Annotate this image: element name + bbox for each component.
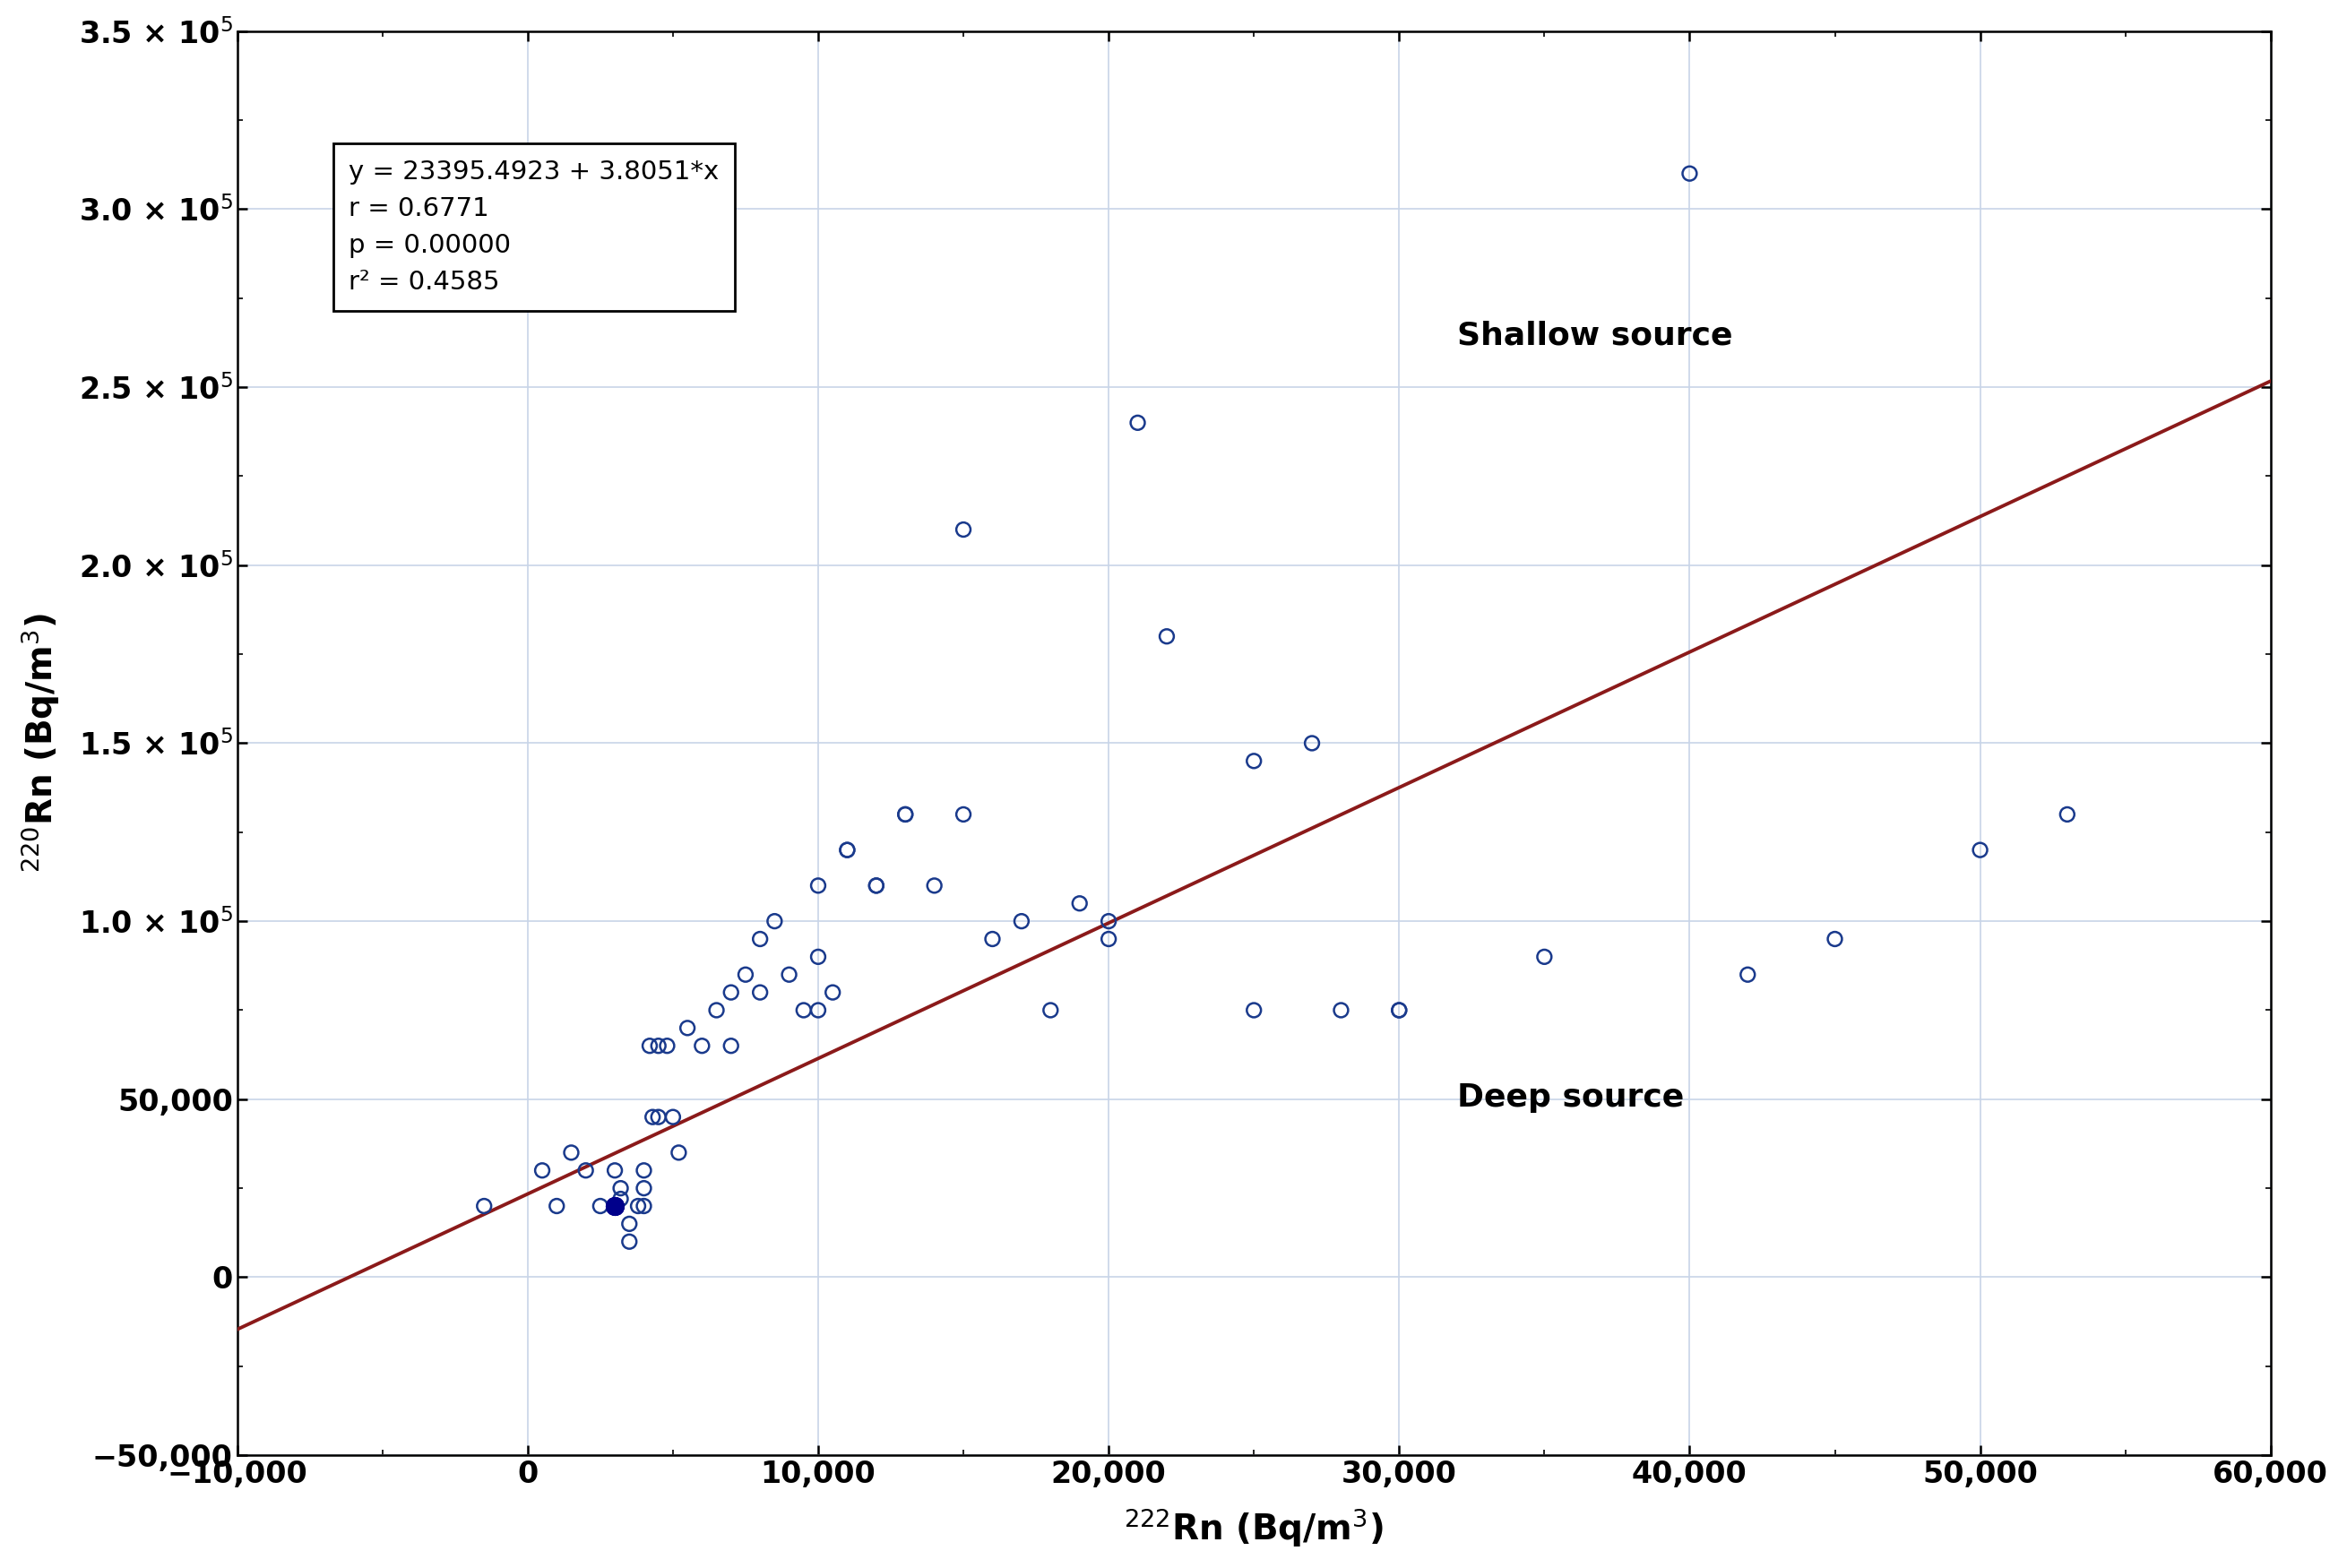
Text: Shallow source: Shallow source bbox=[1457, 320, 1732, 351]
Point bbox=[1380, 997, 1418, 1022]
Point bbox=[596, 1193, 634, 1218]
Point bbox=[1526, 944, 1563, 969]
Point bbox=[552, 1140, 589, 1165]
Point bbox=[631, 1033, 669, 1058]
Point bbox=[728, 963, 765, 988]
Point bbox=[1817, 927, 1854, 952]
Point bbox=[1148, 624, 1185, 649]
Point bbox=[1321, 997, 1359, 1022]
Point bbox=[634, 1104, 671, 1129]
Point bbox=[596, 1193, 634, 1218]
X-axis label: $^{222}$Rn (Bq/m$^{3}$): $^{222}$Rn (Bq/m$^{3}$) bbox=[1124, 1507, 1385, 1549]
Point bbox=[943, 517, 981, 543]
Point bbox=[857, 873, 894, 898]
Point bbox=[828, 837, 866, 862]
Point bbox=[1293, 731, 1331, 756]
Point bbox=[915, 873, 953, 898]
Point bbox=[1962, 837, 2000, 862]
Point bbox=[887, 801, 925, 826]
Point bbox=[683, 1033, 721, 1058]
Point bbox=[596, 1193, 634, 1218]
Point bbox=[1061, 891, 1098, 916]
Text: y = 23395.4923 + 3.8051*x
r = 0.6771
p = 0.00000
r² = 0.4585: y = 23395.4923 + 3.8051*x r = 0.6771 p =… bbox=[350, 160, 721, 295]
Point bbox=[641, 1033, 678, 1058]
Point bbox=[784, 997, 821, 1022]
Point bbox=[601, 1176, 638, 1201]
Point bbox=[537, 1193, 575, 1218]
Point bbox=[568, 1157, 606, 1182]
Point bbox=[742, 927, 779, 952]
Point bbox=[756, 909, 793, 935]
Point bbox=[887, 801, 925, 826]
Point bbox=[596, 1193, 634, 1218]
Point bbox=[596, 1157, 634, 1182]
Point bbox=[742, 980, 779, 1005]
Point bbox=[800, 944, 838, 969]
Point bbox=[582, 1193, 620, 1218]
Point bbox=[697, 997, 735, 1022]
Point bbox=[943, 801, 981, 826]
Point bbox=[800, 873, 838, 898]
Point bbox=[1671, 162, 1709, 187]
Point bbox=[711, 980, 749, 1005]
Point bbox=[2049, 801, 2086, 826]
Point bbox=[596, 1193, 634, 1218]
Point bbox=[1033, 997, 1070, 1022]
Point bbox=[828, 837, 866, 862]
Point bbox=[610, 1212, 648, 1237]
Point bbox=[610, 1229, 648, 1254]
Point bbox=[1120, 411, 1157, 436]
Point bbox=[1089, 927, 1127, 952]
Point bbox=[1380, 997, 1418, 1022]
Point bbox=[624, 1193, 662, 1218]
Point bbox=[596, 1193, 634, 1218]
Point bbox=[1730, 963, 1767, 988]
Point bbox=[624, 1176, 662, 1201]
Point bbox=[523, 1157, 561, 1182]
Point bbox=[620, 1193, 657, 1218]
Point bbox=[624, 1157, 662, 1182]
Point bbox=[601, 1187, 638, 1212]
Point bbox=[655, 1104, 692, 1129]
Point bbox=[974, 927, 1012, 952]
Point bbox=[648, 1033, 685, 1058]
Point bbox=[1089, 909, 1127, 935]
Point bbox=[641, 1104, 678, 1129]
Point bbox=[660, 1140, 697, 1165]
Point bbox=[1235, 997, 1272, 1022]
Text: Deep source: Deep source bbox=[1457, 1082, 1685, 1113]
Point bbox=[857, 873, 894, 898]
Y-axis label: $^{220}$Rn (Bq/m$^{3}$): $^{220}$Rn (Bq/m$^{3}$) bbox=[19, 613, 61, 873]
Point bbox=[669, 1016, 706, 1041]
Point bbox=[1235, 748, 1272, 773]
Point bbox=[1002, 909, 1040, 935]
Point bbox=[465, 1193, 502, 1218]
Point bbox=[711, 1033, 749, 1058]
Point bbox=[814, 980, 852, 1005]
Point bbox=[800, 997, 838, 1022]
Point bbox=[770, 963, 807, 988]
